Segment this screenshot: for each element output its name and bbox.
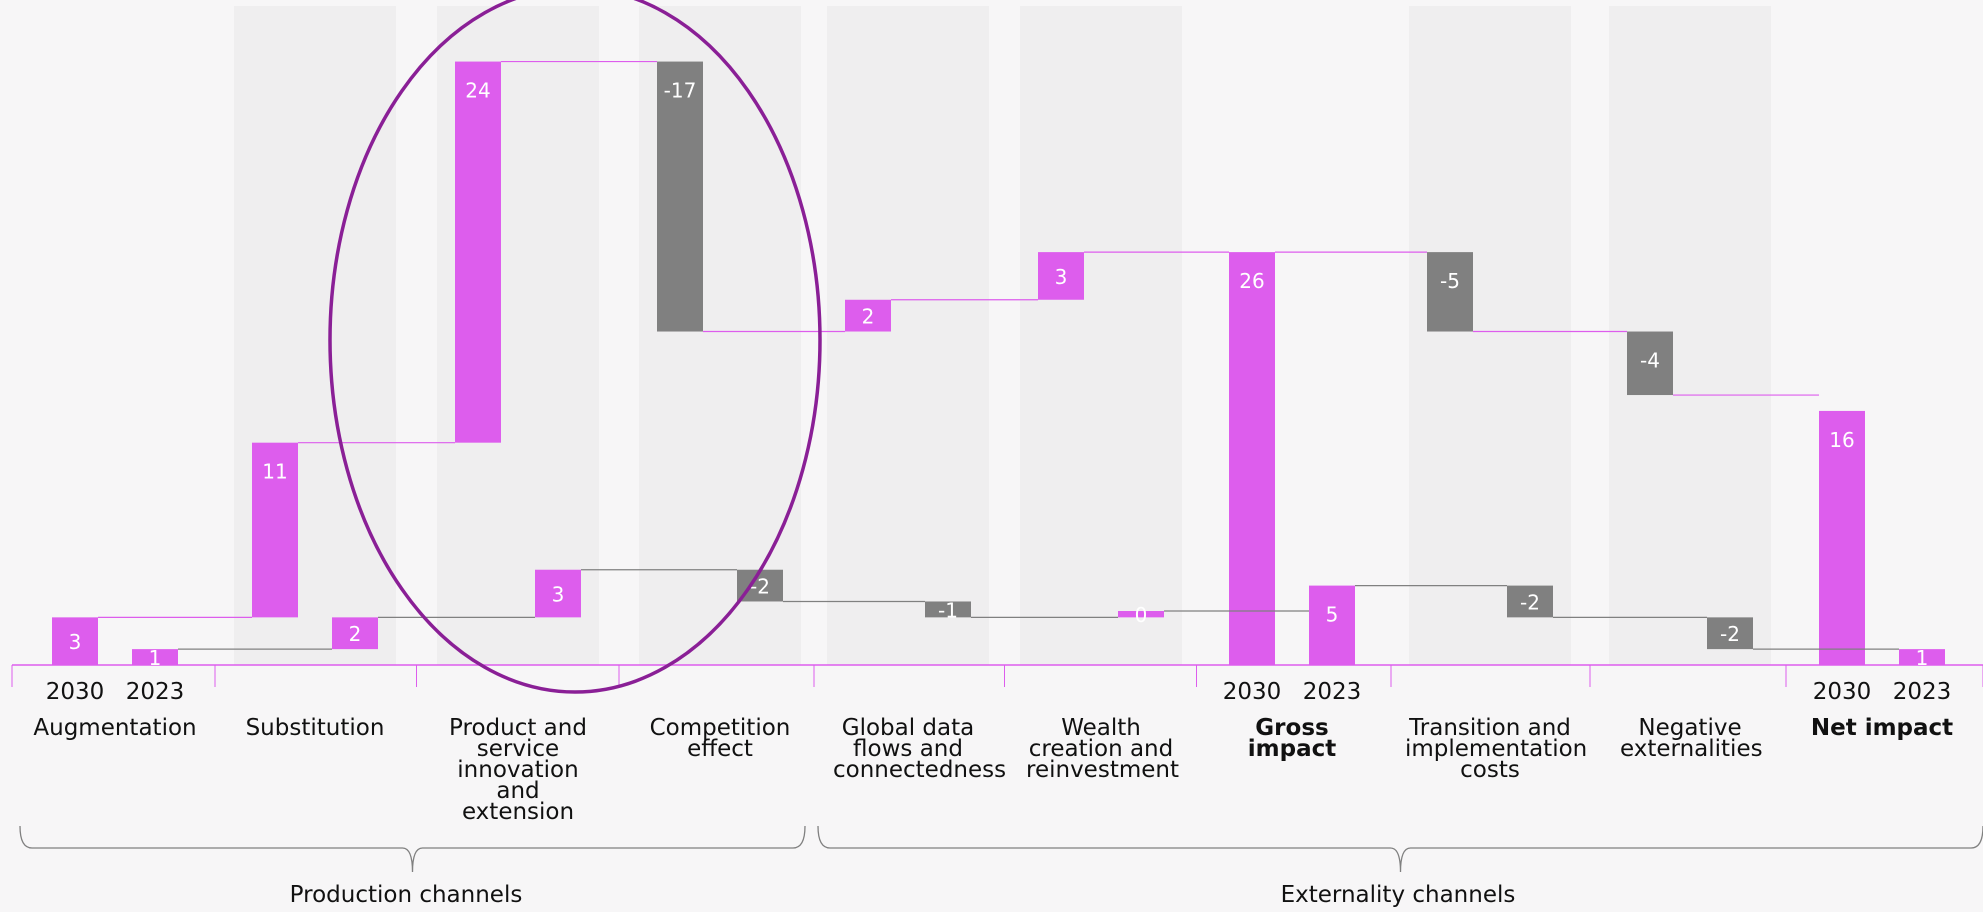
data-label-2023: -2 bbox=[750, 575, 770, 599]
year-label-2023: 2023 bbox=[1303, 679, 1362, 705]
category-label-gross-impact: Gross impact bbox=[1247, 715, 1337, 762]
bar-2023 bbox=[332, 617, 378, 650]
bar-2030 bbox=[252, 442, 298, 618]
category-label-transition-costs: Transition and implementation costs bbox=[1405, 715, 1588, 783]
category-label-wealth-creation: Wealth creation and reinvestment bbox=[1026, 715, 1179, 783]
category-label-product-innovation: Product and service innovation and exten… bbox=[449, 715, 587, 825]
data-label-2023: 2 bbox=[349, 622, 362, 646]
bar-2023 bbox=[925, 601, 971, 618]
bar-2030 bbox=[845, 299, 891, 332]
bar-2030 bbox=[455, 61, 501, 443]
category-label-net-impact: Net impact bbox=[1810, 715, 1954, 741]
bar-2030 bbox=[1229, 252, 1275, 665]
bar-2030 bbox=[1819, 410, 1865, 665]
data-label-2030: 16 bbox=[1829, 428, 1854, 452]
data-label-2030: -5 bbox=[1440, 269, 1460, 293]
category-band bbox=[1409, 6, 1571, 665]
bar-2023 bbox=[132, 649, 178, 665]
category-label-global-data-flows: Global data flows and connectedness bbox=[833, 715, 1007, 783]
data-label-2030: 3 bbox=[69, 630, 82, 654]
category-band bbox=[1020, 6, 1182, 665]
data-label-2023: -1 bbox=[938, 598, 958, 622]
bar-2030 bbox=[1427, 252, 1473, 332]
bar-2023 bbox=[1118, 611, 1164, 618]
bar-2030 bbox=[1627, 331, 1673, 396]
year-label-2023: 2023 bbox=[126, 679, 185, 705]
data-label-2030: -17 bbox=[664, 79, 697, 103]
bar-2030 bbox=[1038, 252, 1084, 300]
bar-2023 bbox=[1309, 585, 1355, 665]
category-band bbox=[827, 6, 989, 665]
data-label-2023: 3 bbox=[552, 583, 565, 607]
category-label-negative-externalities: Negative externalities bbox=[1620, 715, 1763, 762]
bar-2023 bbox=[1707, 617, 1753, 650]
data-label-2023: 1 bbox=[149, 646, 162, 670]
data-label-2030: 3 bbox=[1055, 265, 1068, 289]
data-label-2023: -2 bbox=[1720, 622, 1740, 646]
data-label-2023: 5 bbox=[1326, 603, 1339, 627]
data-label-2030: 2 bbox=[862, 305, 875, 329]
production-channels-brace bbox=[19, 825, 806, 873]
data-label-2023: 1 bbox=[1916, 646, 1929, 670]
highlight-ellipse bbox=[328, 0, 822, 694]
bar-2030 bbox=[657, 61, 703, 332]
year-label-2030: 2030 bbox=[1223, 679, 1282, 705]
category-label-augmentation: Augmentation bbox=[33, 715, 197, 741]
bar-2023 bbox=[1899, 649, 1945, 665]
externality-channels-brace bbox=[817, 825, 1983, 873]
data-label-2030: 11 bbox=[262, 460, 287, 484]
data-label-2023: 0 bbox=[1135, 603, 1148, 627]
year-label-2030: 2030 bbox=[1813, 679, 1872, 705]
bar-2023 bbox=[535, 569, 581, 618]
data-label-2023: -2 bbox=[1520, 590, 1540, 614]
year-label-2023: 2023 bbox=[1893, 679, 1952, 705]
data-label-2030: 26 bbox=[1239, 269, 1264, 293]
group-label-production: Production channels bbox=[289, 882, 523, 908]
group-label-externality: Externality channels bbox=[1280, 882, 1516, 908]
category-label-substitution: Substitution bbox=[245, 715, 385, 741]
data-label-2030: -4 bbox=[1640, 349, 1660, 373]
year-label-2030: 2030 bbox=[46, 679, 105, 705]
data-label-2030: 24 bbox=[465, 79, 490, 103]
category-label-competition-effect: Competition effect bbox=[649, 715, 791, 762]
bar-2023 bbox=[1507, 585, 1553, 618]
bar-2030 bbox=[52, 617, 98, 665]
